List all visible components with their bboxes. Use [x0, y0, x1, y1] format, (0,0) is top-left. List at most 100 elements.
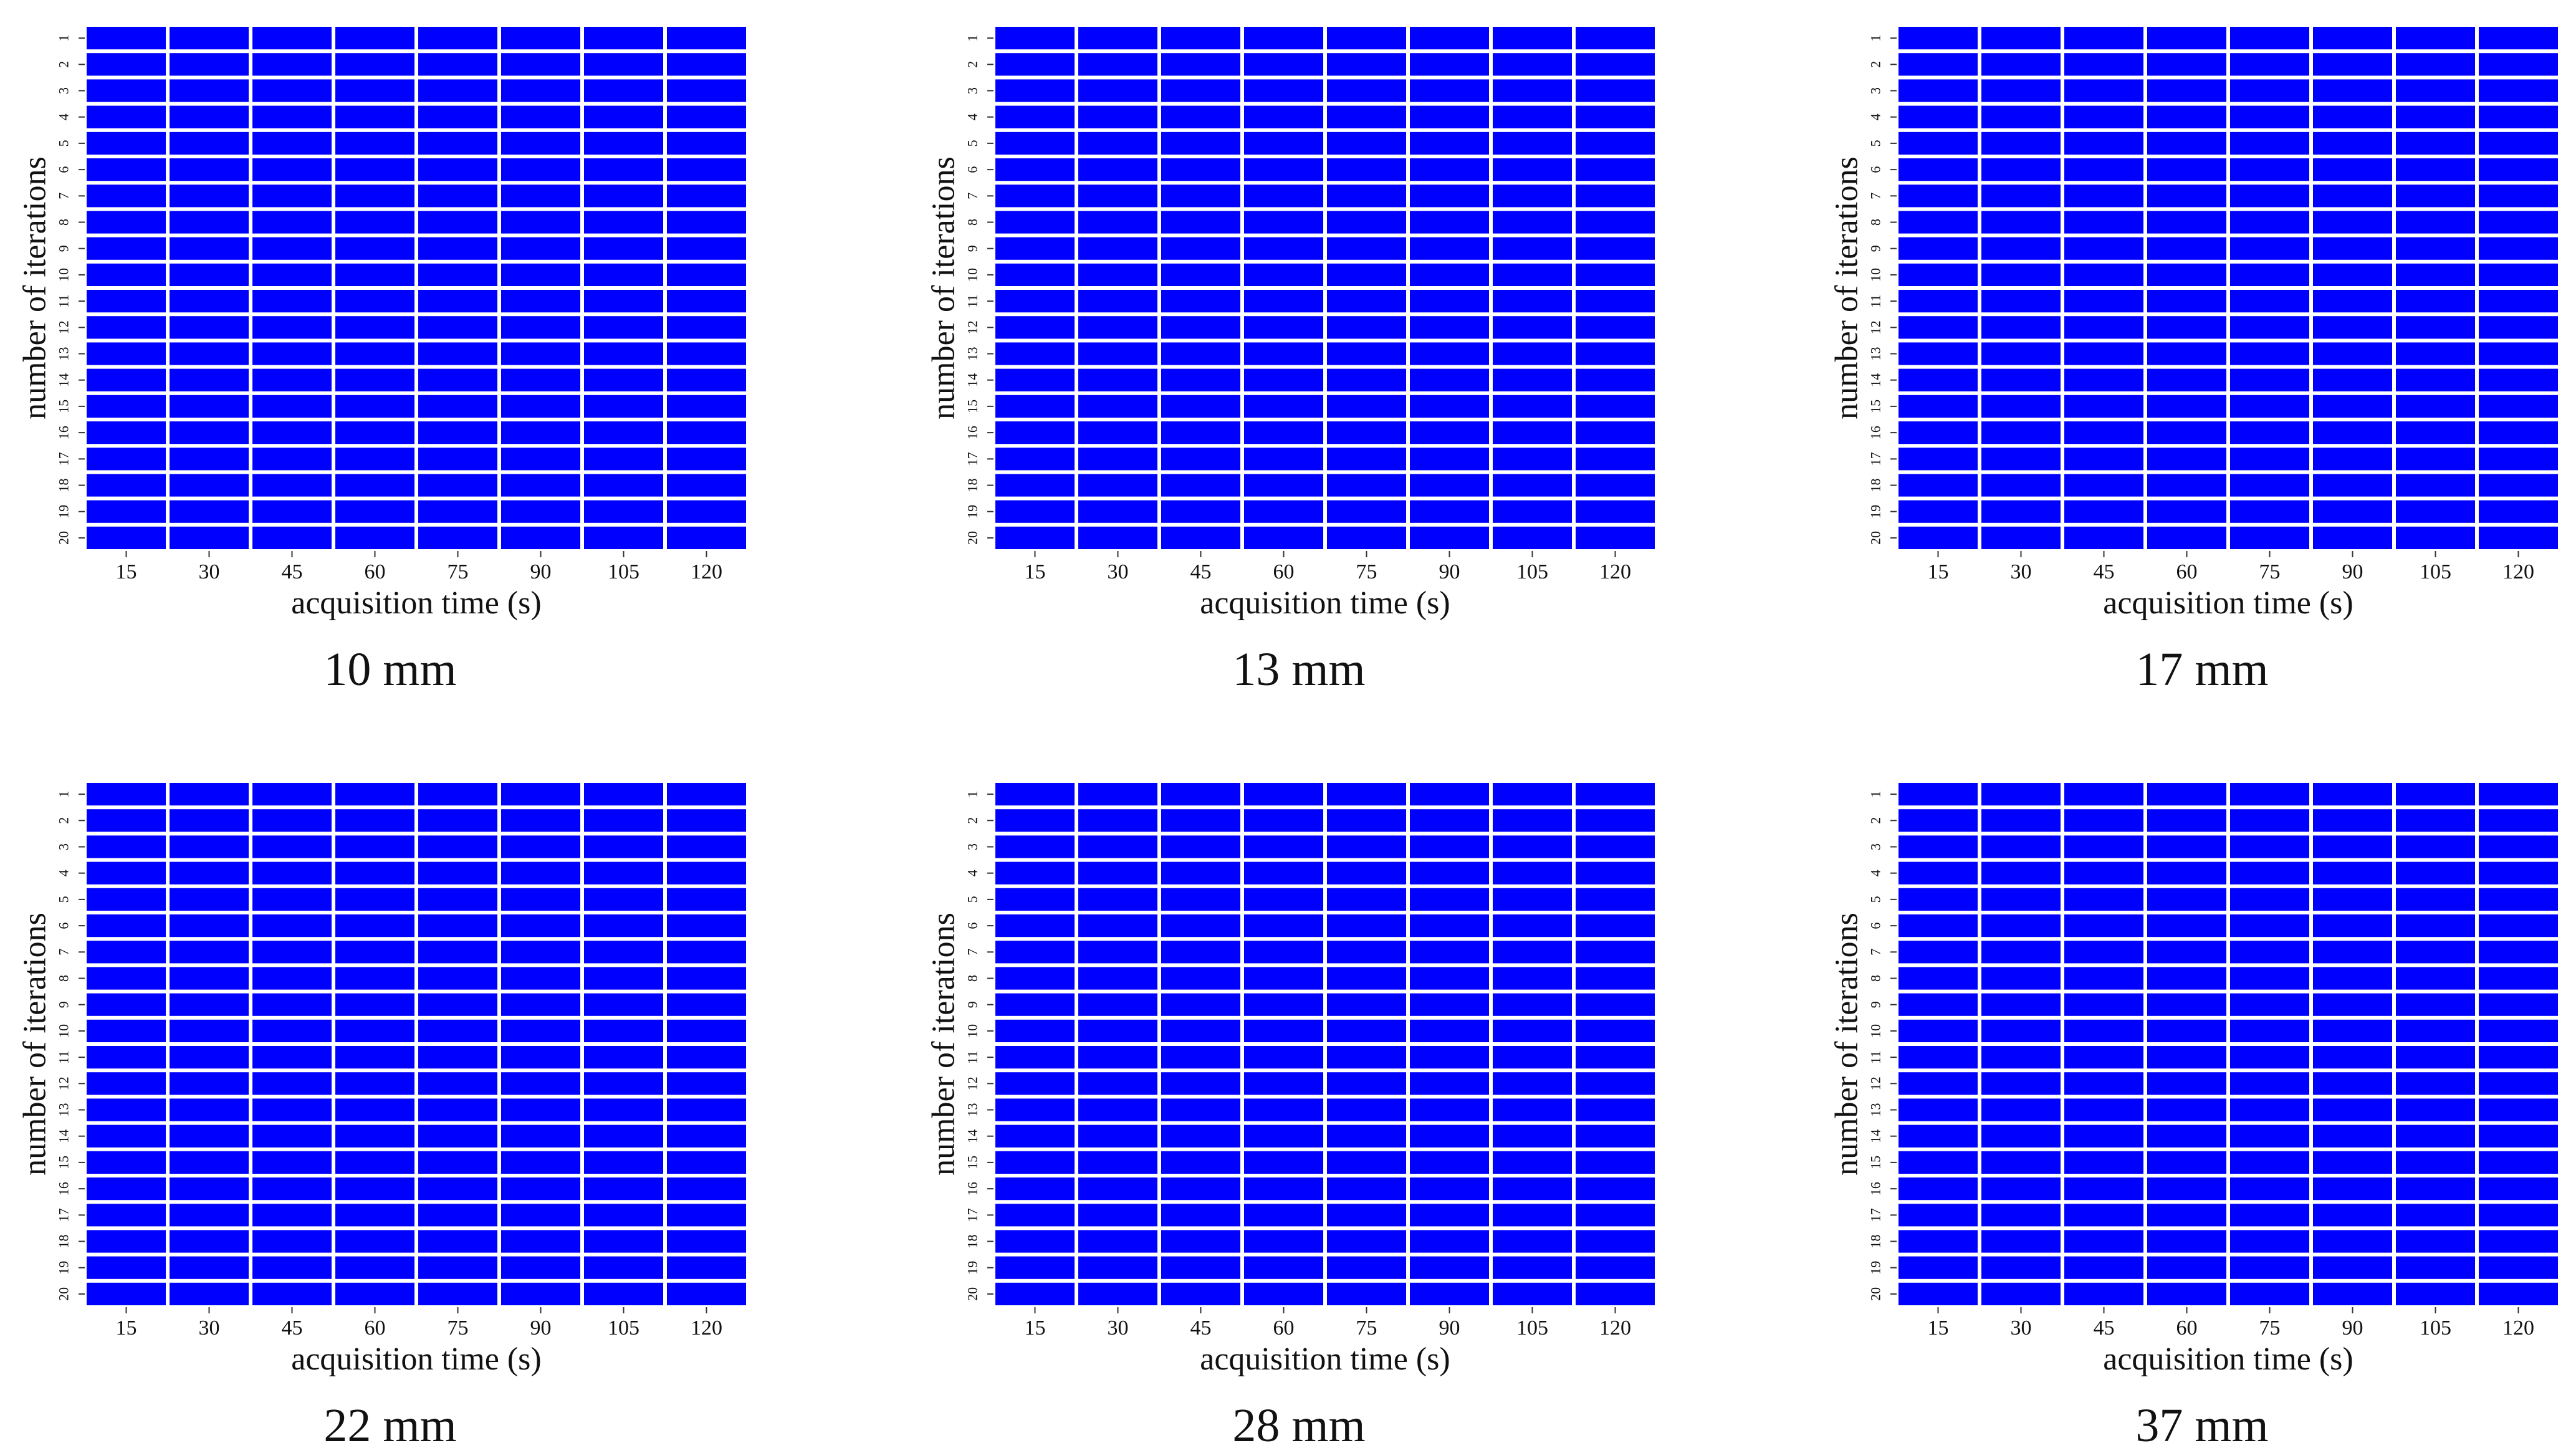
heatmap-cell	[87, 448, 166, 471]
heatmap-cell	[2064, 132, 2143, 155]
heatmap-cell	[1161, 941, 1240, 964]
heatmap-cell	[418, 993, 497, 1016]
heatmap-cell	[1898, 474, 1978, 497]
heatmap-cell	[2064, 914, 2143, 937]
heatmap-cell	[1493, 809, 1572, 832]
heatmap-cell	[1576, 368, 1655, 391]
y-axis-label: number of iterations	[17, 913, 53, 1176]
heatmap-cell	[335, 861, 414, 885]
heatmap-cell	[1078, 474, 1157, 497]
heatmap-cell	[252, 421, 332, 444]
heatmap-cell	[87, 1282, 166, 1305]
heatmap-cell	[1898, 211, 1978, 234]
heatmap-cell	[2147, 474, 2226, 497]
heatmap-cell	[501, 105, 580, 128]
heatmap-cell	[1576, 1204, 1655, 1227]
y-tick-label: 7	[56, 949, 72, 956]
x-tick-label: 45	[2094, 560, 2115, 583]
heatmap-cell	[1576, 967, 1655, 990]
heatmap-cell	[667, 1256, 746, 1279]
heatmap-cell	[2313, 783, 2392, 806]
heatmap-cell	[418, 237, 497, 260]
heatmap-cell	[2396, 368, 2475, 391]
heatmap-cell	[1327, 993, 1406, 1016]
heatmap-cell	[87, 53, 166, 76]
heatmap-cell	[87, 1151, 166, 1174]
heatmap-cell	[995, 888, 1075, 911]
heatmap-cell	[667, 368, 746, 391]
heatmap-cell	[252, 1177, 332, 1201]
y-tick-label: 5	[56, 140, 72, 146]
heatmap-cell	[667, 474, 746, 497]
heatmap-cell	[584, 185, 663, 208]
x-tick-label: 15	[1025, 1316, 1046, 1340]
heatmap-cell	[584, 1046, 663, 1069]
heatmap-cell	[2479, 158, 2558, 181]
heatmap-cell	[2147, 105, 2226, 128]
x-tick-label: 75	[448, 560, 469, 583]
heatmap-cell	[252, 526, 332, 549]
heatmap-cell	[335, 1019, 414, 1042]
x-tick-label: 30	[1108, 1316, 1129, 1340]
plot-area	[85, 781, 748, 1307]
heatmap-cell	[2064, 448, 2143, 471]
heatmap-cell	[335, 809, 414, 832]
heatmap-cell	[1410, 53, 1489, 76]
heatmap-cell	[418, 1046, 497, 1069]
heatmap-cell	[1410, 263, 1489, 286]
heatmap-cell	[2313, 526, 2392, 549]
heatmap-cell	[501, 368, 580, 391]
heatmap-cell	[1493, 526, 1572, 549]
heatmap-cell	[995, 342, 1075, 365]
heatmap-cell	[1078, 27, 1157, 50]
heatmap-cell	[667, 914, 746, 937]
heatmap-cell	[1078, 941, 1157, 964]
heatmap-cell	[1327, 1177, 1406, 1201]
heatmap-cell	[2313, 290, 2392, 313]
heatmap-cell	[2479, 27, 2558, 50]
heatmap-cell	[335, 1072, 414, 1095]
heatmap-cell	[2230, 211, 2309, 234]
heatmap-cell	[2479, 993, 2558, 1016]
x-tick-label: 120	[691, 1316, 722, 1340]
heatmap-cell	[2230, 500, 2309, 523]
heatmap-cell	[2396, 914, 2475, 937]
heatmap-cell	[2313, 1204, 2392, 1227]
heatmap-cell	[2313, 1256, 2392, 1279]
heatmap-cell	[1576, 1072, 1655, 1095]
y-tick-label: 11	[1868, 1051, 1884, 1064]
heatmap-cell	[584, 290, 663, 313]
heatmap-cell	[1327, 395, 1406, 418]
heatmap-cell	[170, 526, 249, 549]
heatmap-cell	[252, 211, 332, 234]
heatmap-cell	[1410, 211, 1489, 234]
heatmap-cell	[2313, 474, 2392, 497]
y-tick-label: 11	[1868, 295, 1884, 308]
heatmap-cell	[584, 79, 663, 102]
y-tick-label: 16	[1868, 426, 1884, 439]
heatmap-cell	[87, 263, 166, 286]
heatmap-cell	[252, 27, 332, 50]
heatmap-cell	[2313, 914, 2392, 937]
heatmap-cell	[2230, 1177, 2309, 1201]
heatmap-cell	[170, 105, 249, 128]
heatmap-cell	[1981, 263, 2061, 286]
y-tick-label: 20	[1868, 1287, 1884, 1301]
heatmap-cell	[335, 316, 414, 339]
heatmap-cell	[1078, 158, 1157, 181]
heatmap-cell	[1576, 1019, 1655, 1042]
heatmap-cell	[2313, 1125, 2392, 1148]
heatmap-cell	[1244, 526, 1323, 549]
heatmap-cell	[1078, 1230, 1157, 1253]
heatmap-cell	[335, 1204, 414, 1227]
heatmap-cell	[1078, 395, 1157, 418]
heatmap-cell	[1078, 132, 1157, 155]
plot-area	[1897, 25, 2560, 551]
y-tick-label: 16	[965, 426, 980, 439]
heatmap-cell	[87, 237, 166, 260]
heatmap-cell	[2479, 316, 2558, 339]
heatmap-cell	[170, 1072, 249, 1095]
heatmap-cell	[1981, 316, 2061, 339]
heatmap-cell	[667, 1019, 746, 1042]
